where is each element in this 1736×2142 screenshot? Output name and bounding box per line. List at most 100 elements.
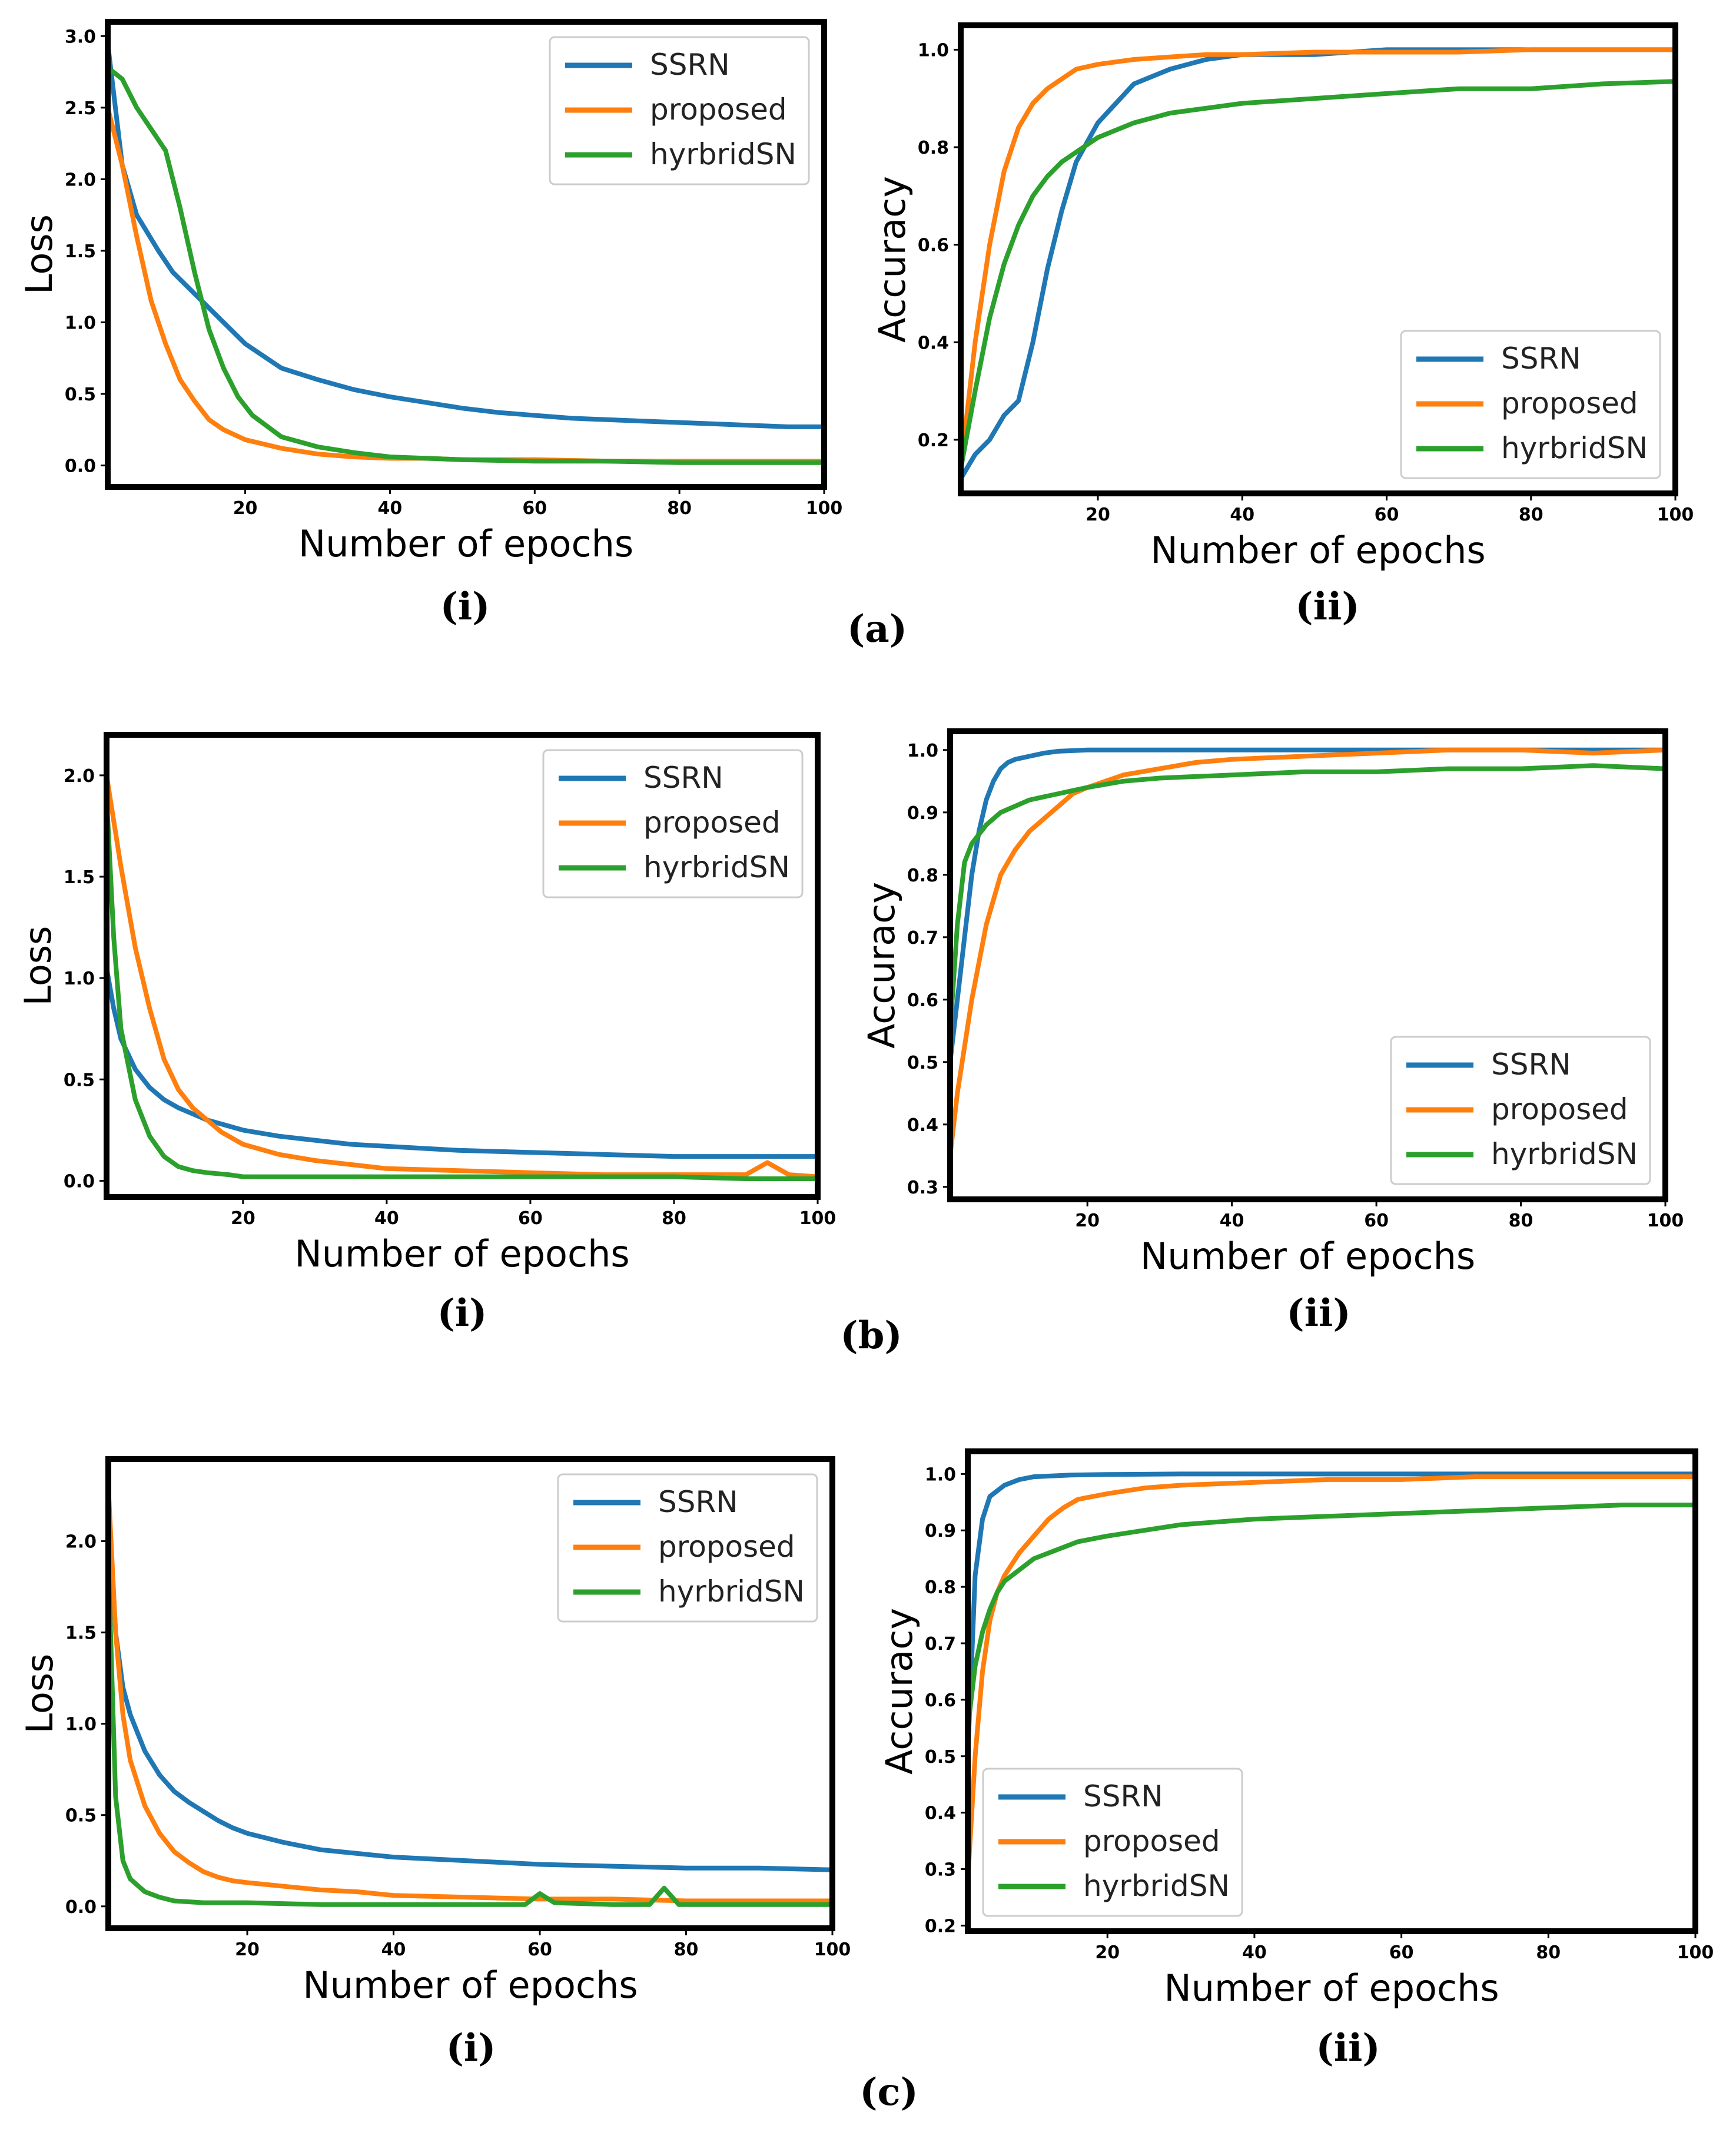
x-tick-label: 40 (1242, 1942, 1267, 1963)
series-line-hyrbridsn (104, 793, 820, 1181)
plot-frame (105, 1456, 835, 1931)
x-tick-label: 100 (1677, 1942, 1714, 1963)
x-tick-label: 60 (1375, 505, 1399, 525)
y-tick-label: 2.0 (65, 1532, 97, 1553)
sublabel-a-i: (i) (440, 585, 490, 629)
legend-box (1400, 330, 1661, 479)
legend-box (982, 1768, 1243, 1917)
sublabel-a-ii: (ii) (1295, 585, 1359, 629)
y-tick-label: 0.4 (907, 1115, 938, 1136)
sublabel-b-ii: (ii) (1286, 1291, 1350, 1335)
y-tick-label: 2.0 (65, 170, 96, 190)
series-line-ssrn (105, 41, 826, 429)
x-tick-label: 100 (1647, 1211, 1684, 1231)
plot-frame (105, 19, 827, 490)
x-tick-label: 60 (522, 498, 547, 519)
y-tick-label: 1.5 (65, 241, 96, 262)
plot-frame (104, 732, 821, 1200)
x-axis-label: Number of epochs (294, 1232, 629, 1275)
y-tick-label: 1.0 (64, 969, 95, 989)
series-line-proposed (104, 772, 820, 1179)
x-tick-label: 60 (1389, 1942, 1414, 1963)
y-tick-label: 0.3 (925, 1860, 956, 1881)
legend-label: SSRN (1491, 1047, 1571, 1082)
y-tick-label: 2.5 (65, 98, 96, 119)
panel-label-a: (a) (847, 607, 907, 651)
x-axis-label: Number of epochs (303, 1964, 638, 2007)
series-line-hyrbridsn (948, 763, 1668, 1033)
y-tick-label: 0.0 (64, 1171, 95, 1192)
x-tick-label: 80 (667, 498, 692, 519)
x-tick-label: 40 (374, 1208, 399, 1229)
legend-label: proposed (650, 92, 787, 127)
y-tick-label: 0.8 (907, 866, 938, 886)
series-line-ssrn (965, 1471, 1698, 1759)
x-tick-label: 20 (233, 498, 258, 519)
x-tick-label: 40 (1220, 1211, 1244, 1231)
series-line-ssrn (948, 747, 1668, 1065)
legend-box (542, 749, 804, 898)
x-tick-label: 40 (381, 1939, 406, 1960)
x-tick-label: 100 (814, 1939, 851, 1960)
x-tick-label: 60 (1364, 1211, 1389, 1231)
x-tick-label: 40 (378, 498, 403, 519)
y-tick-label: 0.8 (918, 138, 949, 158)
x-tick-label: 80 (674, 1939, 699, 1960)
sublabel-c-ii: (ii) (1316, 2026, 1380, 2070)
legend-box (557, 1473, 818, 1623)
x-tick-label: 40 (1230, 505, 1254, 525)
x-tick-label: 100 (799, 1208, 837, 1229)
chart-b-ii: 20 40 60 80 100 0.3 0.4 0.5 0.6 0.7 0.8 0.9 1.0 Numbe… (860, 728, 1684, 1278)
x-tick-label: 80 (662, 1208, 686, 1229)
plot-frame (965, 1448, 1698, 1934)
sublabel-b-i: (i) (437, 1291, 487, 1335)
chart-c-ii: 20 40 60 80 100 0.2 0.3 0.4 0.5 0.6 0.7 0.8 0.9 1.0 Nu… (878, 1448, 1714, 2010)
series-line-hyrbridsn (105, 65, 826, 465)
y-tick-label: 0.7 (907, 928, 938, 949)
y-axis-label: Loss (18, 1654, 61, 1734)
x-axis-label: Number of epochs (298, 522, 633, 565)
y-tick-label: 0.3 (907, 1178, 938, 1198)
chart-a-ii: 20 40 60 80 100 0.2 0.4 0.6 0.8 1.0 Number of epoc… (871, 22, 1694, 572)
y-tick-label: 1.0 (925, 1464, 956, 1485)
y-tick-label: 1.0 (918, 40, 949, 61)
chart-a-i: 20 40 60 80 100 0.0 0.5 1.0 1.5 2.0 2.5 3.0 Number o… (18, 19, 842, 565)
series-line-proposed (106, 1484, 835, 1904)
sublabel-c-i: (i) (446, 2026, 496, 2070)
y-tick-label: 2.0 (64, 766, 95, 787)
plot-frame (958, 22, 1678, 496)
y-tick-label: 1.5 (65, 1623, 97, 1644)
y-tick-label: 0.8 (925, 1577, 956, 1598)
legend-label: proposed (1491, 1092, 1628, 1126)
legend-label: hyrbridSN (1083, 1869, 1230, 1903)
y-tick-label: 0.5 (64, 1070, 95, 1090)
y-tick-label: 0.5 (65, 1806, 97, 1826)
y-tick-label: 0.9 (907, 803, 938, 824)
y-tick-label: 0.4 (925, 1803, 956, 1824)
legend-label: SSRN (1083, 1779, 1163, 1813)
x-axis-label: Number of epochs (1150, 529, 1485, 572)
x-tick-label: 20 (1095, 1942, 1120, 1963)
legend-label: proposed (1083, 1824, 1220, 1858)
y-tick-label: 0.6 (907, 990, 938, 1011)
y-tick-label: 0.2 (925, 1916, 956, 1937)
series-line-hyrbridsn (106, 1557, 835, 1907)
y-tick-label: 3.0 (65, 26, 96, 47)
legend-label: hyrbridSN (650, 137, 796, 171)
x-tick-label: 20 (235, 1939, 260, 1960)
legend-label: SSRN (643, 761, 723, 795)
legend-label: proposed (658, 1530, 795, 1564)
series-line-hyrbridsn (958, 79, 1678, 472)
legend-label: SSRN (1501, 341, 1581, 376)
y-tick-label: 0.9 (925, 1521, 956, 1541)
panel-label-c: (c) (859, 2070, 918, 2114)
y-tick-label: 0.5 (925, 1747, 956, 1768)
legend-label: hyrbridSN (1501, 431, 1648, 465)
plot-frame (947, 728, 1668, 1202)
y-axis-label: Accuracy (878, 1608, 921, 1775)
y-tick-label: 0.6 (925, 1690, 956, 1711)
chart-b-i: 20 40 60 80 100 0.0 0.5 1.0 1.5 2.0 Number of epoc… (16, 732, 837, 1275)
y-tick-label: 0.4 (918, 333, 949, 353)
legend-label: SSRN (658, 1485, 738, 1519)
